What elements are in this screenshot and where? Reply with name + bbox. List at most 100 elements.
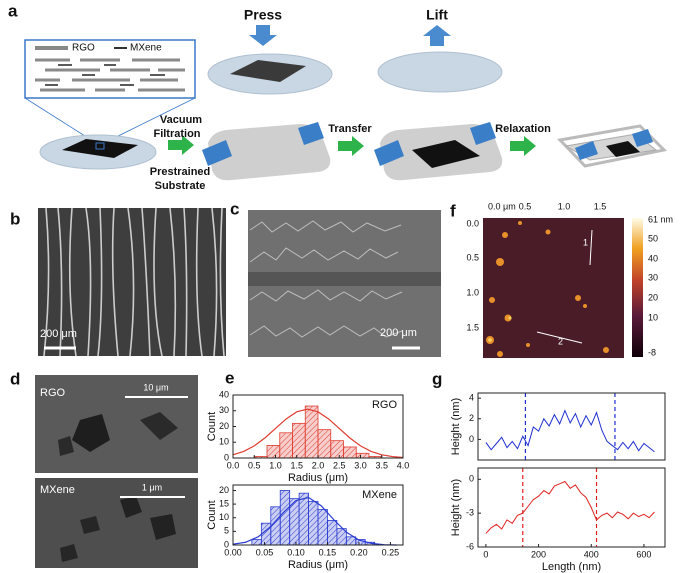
step-label: Vacuum: [160, 114, 202, 126]
panel-label: f: [450, 201, 456, 220]
colorbar-tick-label: -8: [648, 347, 656, 357]
y-tick-label: -6: [466, 541, 474, 551]
x-axis-label: Radius (μm): [288, 559, 348, 571]
chart-annotation: RGO: [372, 399, 398, 411]
x-tick-label: 0.00: [224, 547, 242, 557]
colorbar-tick-label: 20: [648, 292, 658, 302]
histogram-bar: [327, 520, 338, 546]
y-axis-label: Count: [206, 412, 218, 441]
colorbar-tick-label: 50: [648, 233, 658, 243]
step-label: Relaxation: [495, 123, 551, 135]
panel-label: a: [8, 1, 18, 20]
scale-bar-label: 1 μm: [142, 482, 162, 492]
afm-y-tick-label: 0.0: [466, 218, 479, 228]
afm-y-tick-label: 0.5: [466, 252, 479, 262]
scale-bar-label: 200 μm: [40, 328, 77, 340]
x-axis-label: Length (nm): [542, 561, 601, 573]
panel-label: g: [432, 369, 442, 388]
y-tick-label: 10: [219, 437, 229, 447]
y-tick-label: 20: [219, 421, 229, 431]
colorbar-tick-label: 40: [648, 253, 658, 263]
y-tick-label: 0: [224, 452, 229, 462]
tem-image: [35, 375, 198, 568]
profile-line: [485, 409, 655, 453]
scale-bar-label: 10 μm: [143, 382, 168, 392]
y-axis-label: Height (nm): [450, 479, 462, 536]
x-tick-label: 0.0: [227, 460, 240, 470]
afm-x-tick-label: 1.0: [558, 201, 571, 211]
x-tick-label: 0.20: [350, 547, 368, 557]
chart-annotation: MXene: [362, 489, 397, 501]
panel-label: e: [225, 368, 234, 387]
x-tick-label: 0: [483, 549, 488, 559]
step-label: Lift: [426, 7, 448, 23]
x-tick-label: 0.10: [287, 547, 305, 557]
y-tick-label: 40: [219, 389, 229, 399]
x-axis-label: Radius (μm): [288, 472, 348, 484]
y-axis-label: Count: [206, 500, 218, 529]
x-tick-label: 3.5: [375, 460, 388, 470]
step-label: Substrate: [155, 180, 206, 192]
fit-curve: [232, 408, 404, 459]
legend-label: MXene: [130, 43, 162, 54]
x-tick-label: 600: [636, 549, 651, 559]
schematic: [24, 25, 668, 181]
colorbar-tick-label: 61 nm: [648, 214, 673, 224]
x-tick-label: 1.0: [269, 460, 282, 470]
y-tick-label: 2: [469, 413, 474, 423]
x-tick-label: 2.0: [312, 460, 325, 470]
x-tick-label: 400: [584, 549, 599, 559]
afm-x-tick-label: 0.5: [519, 201, 532, 211]
x-tick-label: 200: [531, 549, 546, 559]
plot-frame: [477, 467, 666, 548]
histogram-bar: [292, 422, 306, 459]
y-tick-label: -3: [466, 508, 474, 518]
histogram-bar: [270, 506, 281, 546]
profile-line: [485, 480, 655, 534]
y-tick-label: 4: [469, 393, 474, 403]
plot-frame: [232, 484, 404, 546]
histogram-bar: [330, 440, 344, 459]
histogram-bar: [304, 405, 319, 459]
scale-bar-label: 200 μm: [380, 327, 417, 339]
afm-x-tick-label: 1.5: [594, 201, 607, 211]
histogram-bar: [317, 429, 332, 459]
x-tick-label: 1.5: [290, 460, 303, 470]
histogram-bar: [343, 446, 357, 459]
step-label: Filtration: [153, 128, 200, 140]
histogram-bar: [298, 492, 309, 546]
panel-label: d: [10, 369, 20, 388]
histogram-bar: [308, 500, 319, 546]
fit-curve: [232, 496, 397, 546]
x-tick-label: 0.05: [256, 547, 274, 557]
x-tick-label: 0.15: [319, 547, 337, 557]
image-label: MXene: [40, 484, 75, 496]
sem-image: [38, 207, 226, 357]
histogram-bar: [266, 444, 281, 459]
x-tick-label: 2.5: [333, 460, 346, 470]
plot-frame: [232, 394, 404, 459]
colorbar-tick-label: 10: [648, 312, 658, 322]
y-tick-label: 15: [219, 498, 229, 508]
afm-image: [483, 218, 643, 358]
histogram-bar: [260, 522, 272, 546]
line-label: 2: [558, 336, 563, 346]
afm-y-tick-label: 1.0: [466, 287, 479, 297]
colorbar-tick-label: 30: [648, 272, 658, 282]
image-label: RGO: [40, 387, 66, 399]
histogram-bar: [355, 452, 370, 459]
y-tick-label: 10: [219, 512, 229, 522]
step-label: Prestrained: [150, 166, 211, 178]
panel-label: c: [230, 199, 239, 218]
x-tick-label: 3.0: [354, 460, 367, 470]
line-label: 1: [583, 237, 588, 247]
plot-frame: [477, 392, 666, 461]
x-tick-label: 0.5: [248, 460, 261, 470]
y-tick-label: 20: [219, 485, 229, 495]
step-label: Press: [244, 7, 282, 23]
histogram-bar: [279, 432, 293, 459]
histogram-bar: [279, 490, 291, 546]
sem-image: [248, 210, 441, 357]
step-label: Transfer: [328, 123, 372, 135]
